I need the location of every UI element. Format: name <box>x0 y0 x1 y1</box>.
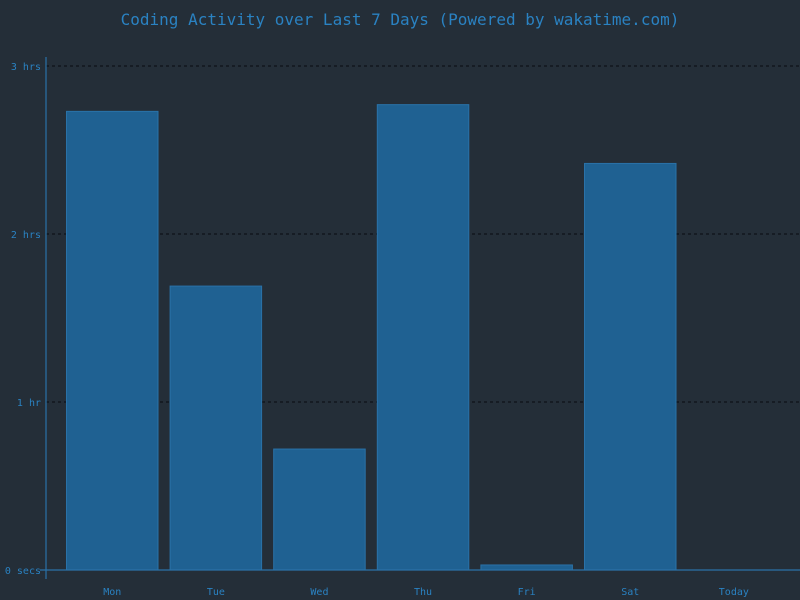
bar-wed <box>273 448 366 571</box>
x-tick-label-mon: Mon <box>103 587 121 598</box>
y-tick-label-0: 0 secs <box>5 566 41 577</box>
x-axis-tick-labels: Mon Tue Wed Thu Fri Sat Today <box>103 587 749 598</box>
bar-tue <box>169 285 263 571</box>
y-axis-tick-labels: 0 secs 1 hr 2 hrs 3 hrs <box>5 62 41 577</box>
bars <box>66 104 677 571</box>
y-tick-label-3: 3 hrs <box>11 62 41 73</box>
x-tick-label-today: Today <box>719 587 749 598</box>
x-tick-label-fri: Fri <box>518 587 536 598</box>
y-tick-label-2: 2 hrs <box>11 230 41 241</box>
bar-fri <box>480 564 573 571</box>
bar-thu <box>376 104 470 571</box>
bar-sat <box>584 162 677 571</box>
x-tick-label-wed: Wed <box>310 587 328 598</box>
bar-mon <box>66 110 159 571</box>
y-tick-label-1: 1 hr <box>17 398 41 409</box>
axes <box>40 57 800 579</box>
x-tick-label-sat: Sat <box>621 587 639 598</box>
x-tick-label-thu: Thu <box>414 587 432 598</box>
chart-title: Coding Activity over Last 7 Days (Powere… <box>120 10 680 29</box>
x-tick-label-tue: Tue <box>207 587 225 598</box>
